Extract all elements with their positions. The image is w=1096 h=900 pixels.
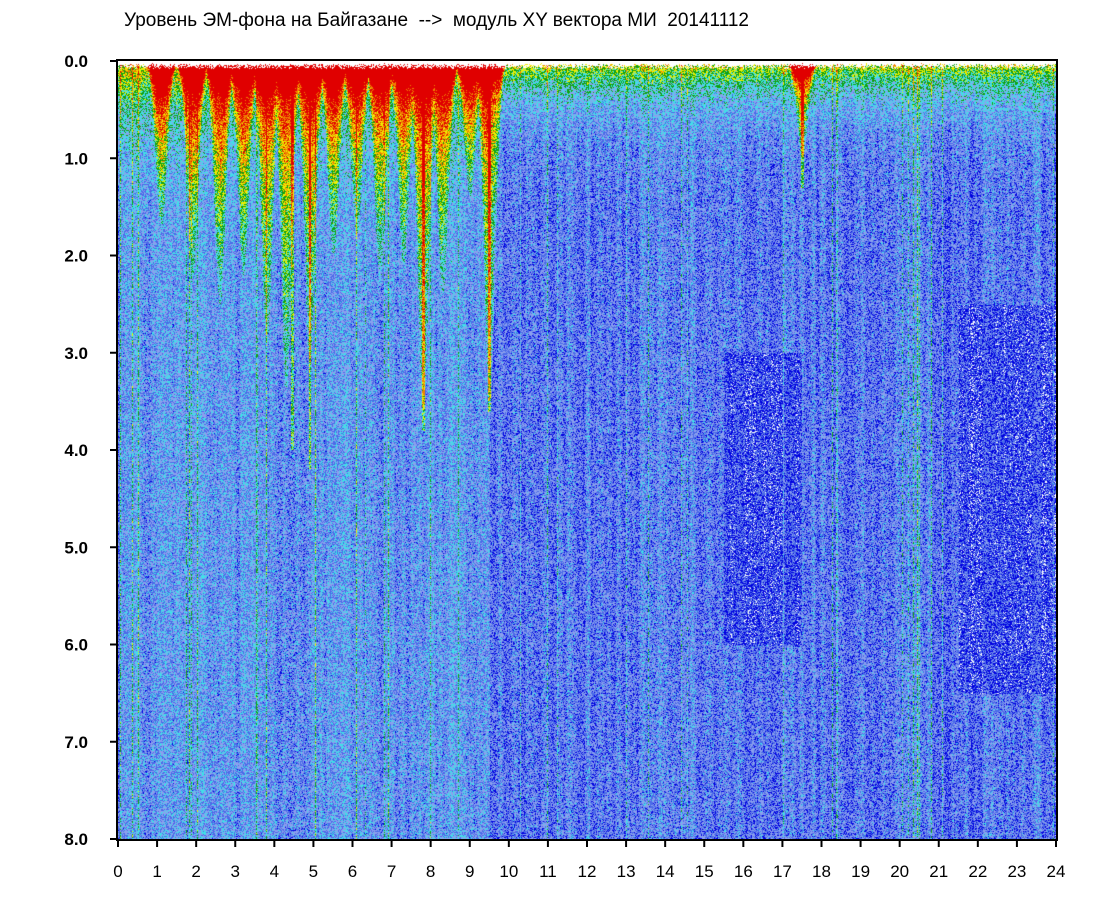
x-tick-label: 8 [426, 862, 435, 881]
x-tick-label: 22 [968, 862, 987, 881]
x-tick-label: 17 [773, 862, 792, 881]
x-tick-label: 12 [578, 862, 597, 881]
y-tick-label: 8.0 [64, 830, 88, 849]
x-tick-label: 21 [929, 862, 948, 881]
x-tick-label: 19 [851, 862, 870, 881]
x-tick-label: 10 [499, 862, 518, 881]
x-tick-label: 3 [231, 862, 240, 881]
heatmap-canvas [118, 61, 1056, 839]
x-tick-label: 16 [734, 862, 753, 881]
x-tick-label: 2 [191, 862, 200, 881]
x-tick-label: 0 [113, 862, 122, 881]
chart-title: Уровень ЭМ-фона на Байгазане --> модуль … [124, 10, 749, 31]
x-tick-label: 1 [152, 862, 161, 881]
y-tick-label: 6.0 [64, 636, 88, 655]
x-tick-label: 11 [539, 862, 557, 881]
y-tick-label: 7.0 [64, 733, 88, 752]
y-tick-label: 3.0 [64, 344, 88, 363]
x-tick-label: 24 [1047, 862, 1066, 881]
y-tick-label: 1.0 [64, 149, 88, 168]
x-tick-label: 6 [348, 862, 357, 881]
x-tick-label: 5 [309, 862, 318, 881]
y-tick-label: 4.0 [64, 441, 88, 460]
x-tick-label: 15 [695, 862, 714, 881]
x-tick-label: 23 [1007, 862, 1026, 881]
x-tick-label: 18 [812, 862, 831, 881]
x-tick-label: 13 [617, 862, 636, 881]
y-tick-label: 5.0 [64, 538, 88, 557]
x-tick-label: 20 [890, 862, 909, 881]
x-tick-label: 14 [656, 862, 675, 881]
y-tick-label: 2.0 [64, 247, 88, 266]
x-tick-label: 7 [387, 862, 396, 881]
y-tick-label: 0.0 [64, 52, 88, 71]
x-tick-label: 9 [465, 862, 474, 881]
x-tick-label: 4 [270, 862, 279, 881]
